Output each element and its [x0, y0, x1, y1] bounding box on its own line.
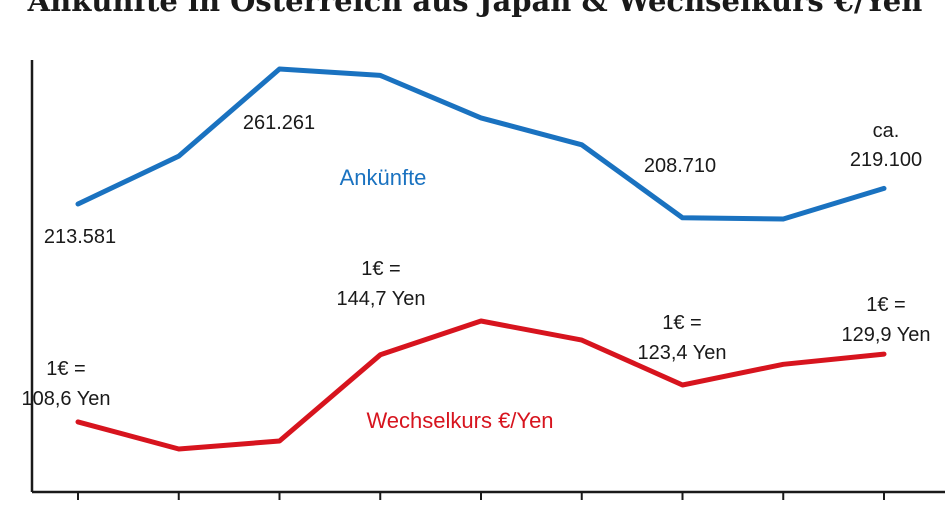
arrivals-label-2018-prefix: ca.: [873, 120, 900, 142]
fx-label-2013: 144,7 Yen: [337, 288, 426, 310]
x-tick-label: 2015: [562, 509, 602, 511]
x-tick-label: 2012: [259, 509, 299, 511]
series-label-exchange-rate: Wechselkurs €/Yen: [366, 408, 553, 433]
arrivals-label-2016: 208.710: [644, 155, 716, 177]
chart-title: Ankünfte in Österreich aus Japan & Wechs…: [27, 0, 923, 18]
x-tick-label: 2011: [159, 509, 198, 511]
fx-label-2018-prefix: 1€ =: [866, 294, 905, 316]
series-label-arrivals: Ankünfte: [340, 165, 427, 190]
exchange-rate-line: [75, 318, 887, 452]
x-tick-label: 2018: [864, 509, 904, 511]
x-tick-label: 2016: [662, 509, 702, 511]
x-tick-label: 2017: [763, 509, 803, 511]
x-axis-ticks: 2010 2011 2012 2013 2014 2015 2016 2017 2018: [58, 492, 904, 511]
arrivals-label-2018: 219.100: [850, 149, 922, 171]
fx-label-2016-prefix: 1€ =: [662, 312, 701, 334]
arrivals-label-2012: 261.261: [243, 112, 315, 134]
x-tick-label: 2010: [58, 509, 98, 511]
x-tick-label: 2014: [461, 509, 501, 511]
fx-label-2016: 123,4 Yen: [638, 342, 727, 364]
fx-label-2018: 129,9 Yen: [842, 324, 931, 346]
x-tick-label: 2013: [360, 509, 400, 511]
fx-label-2010: 108,6 Yen: [22, 388, 111, 410]
arrivals-label-2010: 213.581: [44, 226, 116, 248]
arrivals-line: [75, 66, 887, 222]
fx-label-2010-prefix: 1€ =: [46, 358, 85, 380]
fx-label-2013-prefix: 1€ =: [361, 258, 400, 280]
series-lines: [75, 66, 887, 452]
